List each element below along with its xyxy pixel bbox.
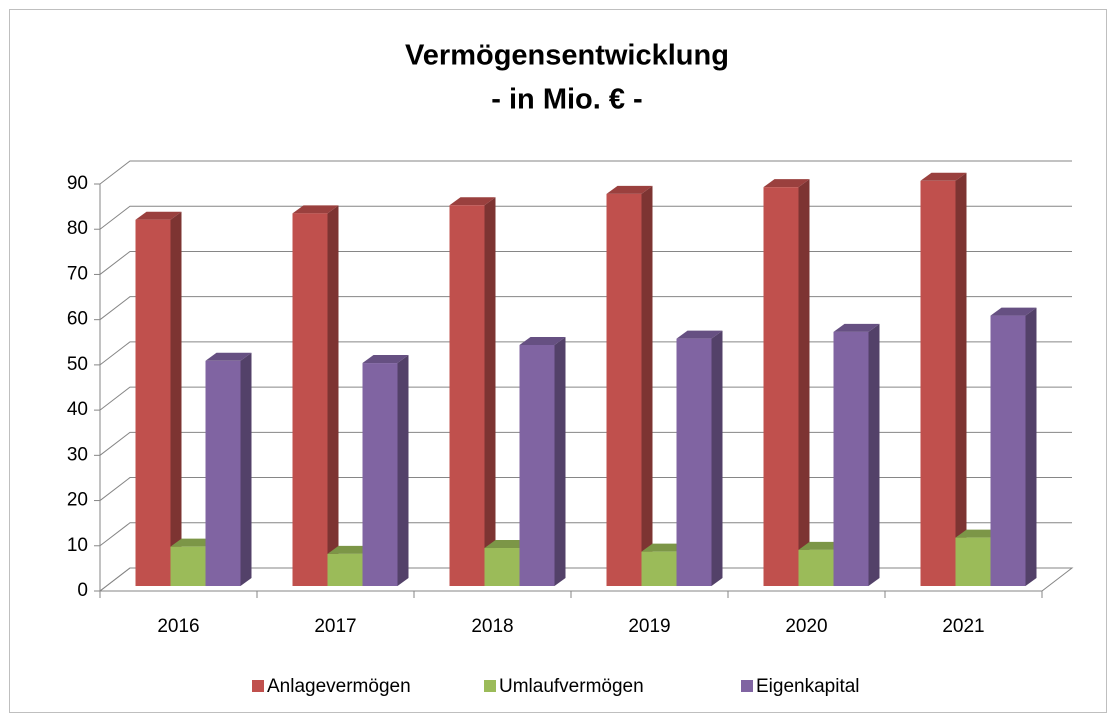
bar	[484, 548, 520, 586]
bar-top	[292, 205, 339, 214]
bar	[135, 219, 171, 586]
bar-top	[763, 179, 810, 188]
y-tick-label: 80	[67, 218, 88, 239]
bar-side	[1025, 307, 1037, 586]
grid-line	[99, 386, 1072, 411]
bar-top	[798, 541, 845, 550]
legend-label: Umlaufvermögen	[499, 676, 644, 697]
y-tick-label: 50	[67, 354, 88, 375]
bar-side	[240, 352, 252, 586]
bar-side	[170, 211, 182, 586]
bar	[519, 344, 555, 586]
bar-top	[833, 323, 880, 332]
bar	[292, 213, 328, 586]
legend-swatch	[741, 680, 753, 692]
bar	[833, 331, 869, 586]
bar	[362, 363, 398, 586]
bar	[763, 187, 799, 586]
y-tick-label: 40	[67, 399, 88, 420]
bar-top	[170, 538, 217, 547]
bar-side	[554, 336, 566, 586]
bar	[641, 551, 677, 586]
y-tick-label: 70	[67, 263, 88, 284]
bar-side	[955, 172, 967, 586]
x-tick-label: 2020	[785, 616, 827, 637]
chart-title: Vermögensentwicklung	[405, 40, 729, 72]
grid-line	[99, 477, 1072, 501]
bar	[676, 338, 712, 586]
bar	[205, 360, 241, 586]
grid-line	[99, 250, 1072, 275]
bar-top	[641, 543, 688, 552]
bar	[990, 315, 1026, 586]
bar-top	[362, 355, 409, 364]
bar	[327, 553, 363, 586]
bar-side	[798, 179, 810, 586]
bar-top	[449, 197, 496, 206]
legend-label: Anlagevermögen	[267, 676, 411, 697]
x-tick-label: 2018	[471, 616, 513, 637]
bar	[170, 546, 206, 586]
x-tick-label: 2019	[628, 616, 670, 637]
y-tick-label: 30	[67, 444, 88, 465]
bar-top	[484, 540, 531, 549]
bar-top	[955, 529, 1002, 538]
bar-top	[135, 211, 182, 220]
bar-top	[920, 172, 967, 181]
grid-line	[99, 341, 1072, 366]
y-tick-label: 10	[67, 535, 88, 556]
bar-top	[676, 330, 723, 339]
grid-line	[99, 431, 1072, 456]
grid-line	[99, 567, 1072, 592]
bar-side	[484, 197, 496, 586]
x-tick-label: 2021	[942, 616, 984, 637]
x-tick-label: 2016	[157, 616, 199, 637]
x-tick-label: 2017	[314, 616, 356, 637]
bar-side	[641, 185, 653, 586]
grid-line	[99, 522, 1072, 547]
legend-label: Eigenkapital	[756, 676, 860, 697]
bar-top	[519, 336, 566, 345]
bar-top	[606, 185, 653, 194]
bar	[955, 537, 991, 586]
bar-top	[327, 545, 374, 554]
y-tick-label: 20	[67, 490, 88, 511]
grid-line	[99, 205, 1072, 230]
bar-side	[711, 330, 723, 586]
y-tick-label: 90	[67, 173, 88, 194]
legend-swatch	[252, 680, 264, 692]
bar	[449, 205, 485, 586]
bar	[920, 180, 956, 586]
bar-top	[205, 352, 252, 361]
grid-line	[99, 296, 1072, 321]
y-tick-label: 0	[77, 580, 88, 601]
grid-line	[99, 160, 1072, 185]
bar	[606, 193, 642, 586]
y-tick-label: 60	[67, 309, 88, 330]
legend-swatch	[484, 680, 496, 692]
chart-subtitle: - in Mio. € -	[491, 84, 642, 116]
bar-side	[397, 355, 409, 586]
bar-side	[327, 205, 339, 586]
bar	[798, 549, 834, 586]
bar-top	[990, 307, 1037, 316]
bar-side	[868, 323, 880, 586]
